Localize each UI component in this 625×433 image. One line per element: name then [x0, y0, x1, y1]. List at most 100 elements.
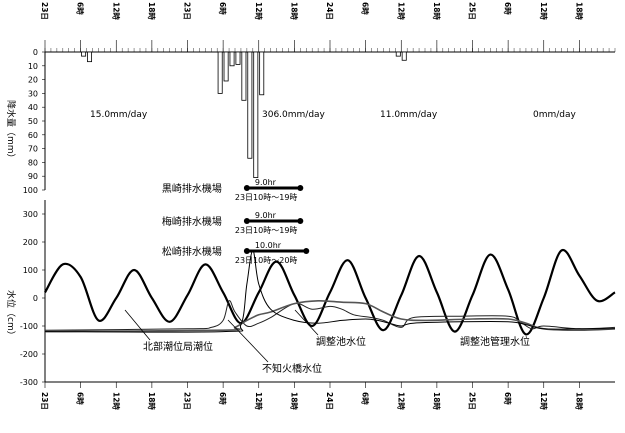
top-tick-label: 6時 [503, 2, 513, 15]
pump-bar-end [297, 218, 304, 224]
rain-bar [235, 51, 241, 65]
bottom-tick-label: 12時 [539, 392, 549, 410]
legend-pond: 調整池水位 [316, 335, 366, 348]
bottom-tick-label: 6時 [503, 392, 513, 405]
leader-bridge [227, 319, 269, 363]
pump-bar-start [243, 218, 250, 224]
top-tick-label: 6時 [361, 2, 371, 15]
rainfall-panel: 降水量（mm） 0 10 20 30 40 50 60 70 80 90 100 15.0mm/da… [5, 48, 615, 195]
pump-period: 23日10時〜19時 [235, 193, 298, 202]
pump-operation-bars: 黒崎排水機場9.0hr23日10時〜19時梅崎排水機場9.0hr23日10時〜1… [162, 178, 310, 265]
level-y-tick-label: 300 [23, 210, 38, 219]
bottom-tick-label: 18時 [289, 392, 299, 410]
top-tick-label: 18時 [147, 2, 157, 20]
bottom-tick-label: 12時 [111, 392, 121, 410]
rain-y-tick-label: 60 [28, 131, 38, 140]
bottom-tick-label: 6時 [361, 392, 371, 405]
pump-period: 23日10時〜19時 [235, 226, 298, 235]
level-y-tick-label: -200 [20, 350, 38, 359]
rain-bar [395, 51, 401, 57]
pump-bar-start [243, 248, 250, 254]
pump-period: 23日10時〜20時 [235, 256, 298, 265]
rain-bar [401, 51, 407, 61]
pump-duration: 10.0hr [255, 241, 282, 250]
top-tick-label: 12時 [396, 2, 406, 20]
bottom-tick-label: 18時 [574, 392, 584, 410]
leader-tide [124, 309, 151, 341]
pump-bar-end [303, 248, 310, 254]
top-tick-label: 24日 [325, 2, 334, 20]
rain-y-tick-label: 0 [33, 48, 38, 57]
top-tick-label: 23日 [183, 2, 192, 20]
rain-y-label: 降水量（mm） [5, 100, 17, 163]
pump-station-name: 梅崎排水機場 [162, 215, 222, 228]
rain-day2-total: 306.0mm/day [262, 110, 326, 120]
level-y-tick-label: -300 [20, 378, 38, 387]
top-tick-label: 18時 [432, 2, 442, 20]
legend-bridge: 不知火橋水位 [262, 362, 322, 375]
bottom-tick-label: 18時 [147, 392, 157, 410]
top-tick-label: 12時 [111, 2, 121, 20]
pump-bar-start [243, 185, 250, 191]
bottom-tick-label: 25日 [468, 392, 477, 410]
bottom-time-axis: 23日 6時 12時 18時 23日 6時 12時 18時 24日 6時 12時 18時 25日 6時 12… [40, 382, 584, 410]
level-y-tick-label: -100 [20, 322, 38, 331]
pump-duration: 9.0hr [255, 178, 277, 187]
rain-bars [81, 51, 407, 178]
rain-y-ticks: 0 10 20 30 40 50 60 70 80 90 100 [23, 48, 45, 195]
rain-bar [81, 51, 87, 57]
rain-y-tick-label: 80 [28, 158, 38, 167]
top-tick-label: 25日 [468, 2, 477, 20]
top-time-axis: 23日 6時 12時 18時 23日 6時 12時 18時 24日 6時 12時 18時 25日 6時 12… [40, 2, 616, 52]
pump-station-name: 松崎排水機場 [162, 245, 222, 258]
top-tick-label: 6時 [76, 2, 86, 15]
rain-bar [247, 51, 253, 159]
rain-y-tick-label: 30 [28, 89, 38, 98]
top-tick-label: 12時 [254, 2, 264, 20]
legend-pond-managed: 調整池管理水位 [460, 335, 530, 348]
rain-day3-total: 11.0mm/day [380, 110, 438, 120]
top-tick-label: 18時 [574, 2, 584, 20]
bottom-tick-label: 18時 [432, 392, 442, 410]
rain-bar [217, 51, 223, 94]
level-y-label: 水位（cm） [5, 290, 17, 340]
rain-y-tick-label: 70 [28, 145, 38, 154]
rain-day4-total: 0mm/day [533, 110, 577, 120]
rain-bar [241, 51, 247, 101]
top-tick-label: 18時 [289, 2, 299, 20]
bottom-tick-label: 12時 [396, 392, 406, 410]
level-y-tick-label: 0 [33, 294, 38, 303]
top-tick-label: 23日 [40, 2, 49, 20]
level-y-tick-label: 200 [23, 238, 38, 247]
bottom-tick-label: 6時 [218, 392, 228, 405]
pump-station-name: 黒崎排水機場 [162, 182, 222, 195]
rain-bar [87, 51, 93, 63]
top-tick-label: 12時 [539, 2, 549, 20]
level-y-ticks: 300 200 100 0 -100 -200 -300 [20, 210, 45, 387]
series-line-1 [44, 248, 616, 336]
leader-pond [294, 309, 319, 336]
rain-y-tick-label: 20 [28, 76, 38, 85]
bottom-tick-label: 23日 [40, 392, 49, 410]
pump-duration: 9.0hr [255, 211, 277, 220]
rain-bar [259, 51, 265, 96]
rain-y-tick-label: 50 [28, 117, 38, 126]
level-series-lines [44, 248, 616, 336]
bottom-tick-label: 12時 [254, 392, 264, 410]
bottom-tick-label: 23日 [183, 392, 192, 410]
legend-tide: 北部潮位局潮位 [143, 340, 213, 353]
bottom-tick-label: 6時 [76, 392, 86, 405]
rain-day1-total: 15.0mm/day [90, 110, 148, 120]
rain-bar [253, 51, 259, 178]
series-line-4 [44, 249, 616, 333]
pump-bar-end [297, 185, 304, 191]
bottom-tick-label: 24日 [325, 392, 334, 410]
rain-y-tick-label: 90 [28, 172, 38, 181]
water-level-panel: 水位（cm） 300 200 100 0 -100 -200 -300 黒崎排水機場 9.0h… [5, 178, 616, 387]
rain-y-tick-label: 40 [28, 103, 38, 112]
rain-y-tick-label: 10 [28, 62, 38, 71]
rain-y-tick-label: 100 [23, 186, 38, 195]
top-tick-label: 6時 [218, 2, 228, 15]
rain-bar [223, 51, 229, 82]
